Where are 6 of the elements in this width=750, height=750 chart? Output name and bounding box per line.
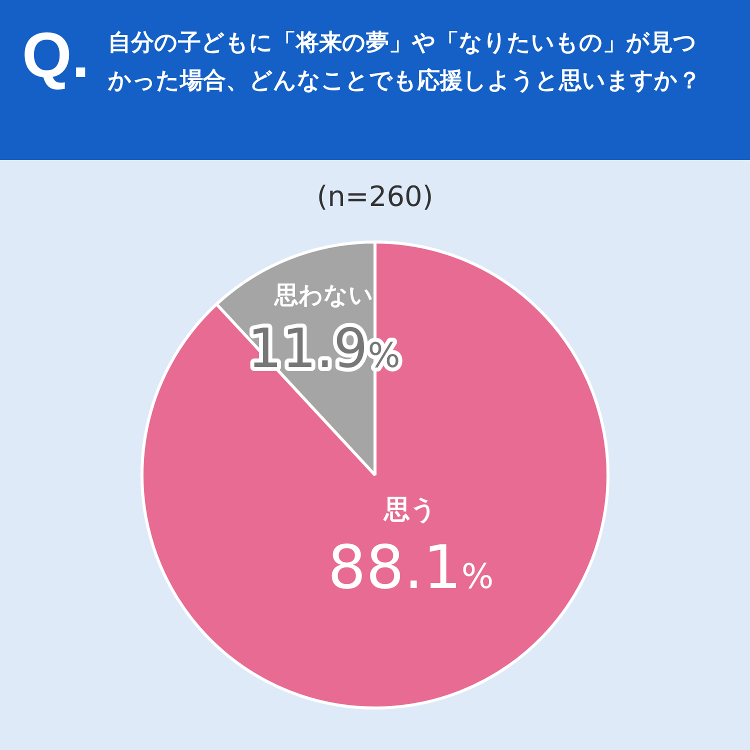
data-label: 88.1%: [328, 533, 494, 604]
slice-label: 思わない: [273, 281, 374, 310]
chart-subtitle: (n=260): [316, 180, 434, 213]
slice-label: 思う: [383, 494, 438, 525]
text: Q.: [22, 18, 90, 92]
chart-title: 自分の子どもに「将来の夢」や「なりたいもの」が見つかった場合、どんなことでも応援しようと思いますか？: [108, 29, 702, 96]
